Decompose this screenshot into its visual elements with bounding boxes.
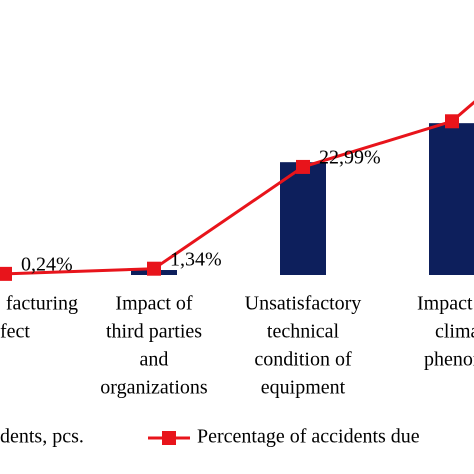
x-tick-label: fect (0, 321, 30, 343)
x-tick-label: Impact of (115, 293, 193, 315)
x-tick-label: Unsatisfactory (245, 293, 362, 315)
x-tick-label: organizations (100, 377, 208, 399)
x-tick-label: phenom (424, 349, 474, 371)
x-tick-label: climat (435, 321, 474, 343)
x-tick-label: technical (267, 321, 340, 343)
legend-marker (162, 431, 176, 445)
x-tick-label: and (140, 349, 169, 371)
legend-label: dents, pcs. (0, 426, 84, 448)
line-marker (445, 114, 459, 129)
x-tick-label: condition of (254, 349, 352, 371)
line-marker (0, 266, 12, 281)
x-tick-label: third parties (106, 321, 202, 343)
line-marker (296, 159, 310, 174)
x-tick-label: facturing (6, 293, 78, 315)
bar (429, 123, 474, 276)
x-tick-label: equipment (261, 377, 346, 399)
data-label: 0,24% (21, 253, 73, 275)
legend-label: Percentage of accidents due (197, 426, 420, 448)
bar (280, 162, 326, 275)
x-tick-label: Impact (417, 293, 473, 315)
line (4, 100, 474, 276)
data-label: 22,99% (319, 147, 381, 169)
line-marker (147, 261, 161, 276)
data-label: 1,34% (170, 248, 222, 270)
